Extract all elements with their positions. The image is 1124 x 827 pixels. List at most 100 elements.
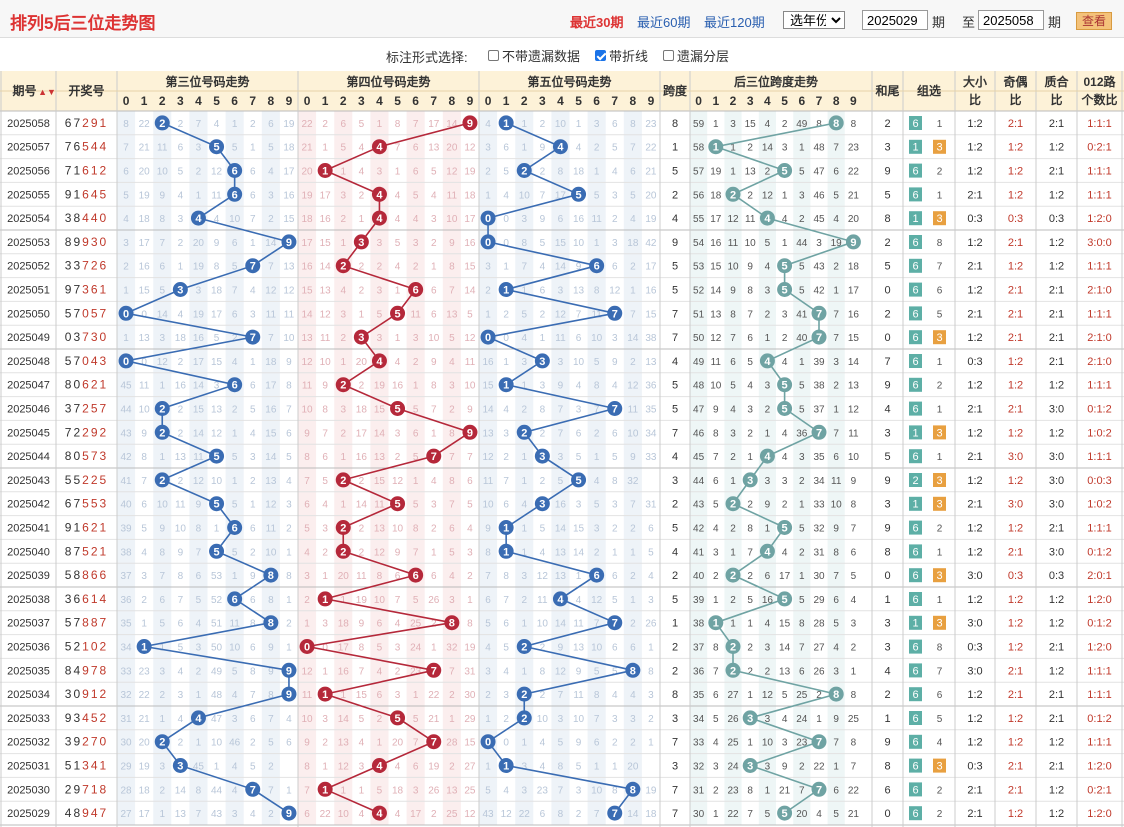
omission-value: 2 [431,809,437,820]
range-last-30-link[interactable]: 最近30期 [570,15,624,30]
sort-arrows-icon[interactable]: ▲▼ [38,87,56,97]
omission-value: 31 [693,785,705,796]
omission-value: 3 [340,309,346,320]
omission-value: 3 [612,714,618,725]
cell-shade [370,325,389,349]
cell-shade [724,253,742,278]
omission-value: 15 [645,309,657,320]
year-select[interactable]: 选年份 [783,11,845,29]
issue-header: 期号 [12,83,36,98]
issue-cell: 2025041 [7,523,50,535]
omission-value: 49 [211,666,223,677]
query-button[interactable]: 查看 [1076,12,1112,30]
omission-value: 12 [627,381,639,392]
omission-value: 7 [413,738,419,749]
omission-value: 11 [745,214,756,225]
cell-shade [406,468,425,492]
cell-shade [117,396,136,421]
omission-value: 7 [747,309,753,320]
range-last-60-link[interactable]: 最近60期 [637,15,691,30]
cell-shade [793,491,811,516]
omission-value: 6 [123,167,129,178]
road-ratio: 2:0:1 [1087,570,1111,582]
pos4-ball-number: 1 [322,784,328,796]
digit-header: 1 [503,94,510,108]
omission-value: 5 [340,143,346,154]
group-omission: 7 [937,262,943,273]
omission-value: 7 [159,238,165,249]
with-line-option[interactable]: 带折线 [595,46,648,65]
omission-value: 7 [141,476,147,487]
omission-value: 8 [851,119,857,130]
pos5-ball-number: 1 [503,285,509,297]
draw-header: 开奖号 [68,83,104,98]
with-line-checkbox[interactable] [595,50,606,61]
omission-value: 1 [359,785,365,796]
digit-header: 4 [376,94,383,108]
omission-value: 10 [175,524,187,535]
sum-tail-cell: 3 [884,142,890,154]
omission-value: 12 [392,476,404,487]
omission-value: 4 [413,214,419,225]
span-ball-number: 5 [782,261,788,273]
cell-shade [298,182,317,207]
omission-value: 37 [813,405,825,416]
omission-value: 6 [540,286,546,297]
cell-shade [442,182,461,207]
omission-value: 14 [779,643,791,654]
omission-value: 50 [693,333,705,344]
omission-value: 1 [594,452,600,463]
cell-shade [261,253,280,278]
digit-header: 9 [286,94,293,108]
road-ratio: 1:1:1 [1087,118,1111,130]
omission-value: 4 [395,809,401,820]
to-issue-input[interactable] [978,10,1044,30]
cell-shade [758,420,776,445]
no-omission-checkbox[interactable] [488,50,499,61]
cell-shade [479,134,498,159]
cell-shade [334,277,353,302]
digit-header: 3 [177,94,184,108]
big-small-ratio: 1:2 [967,546,982,558]
omission-value: 20 [848,214,860,225]
no-omission-option[interactable]: 不带遗漏数据 [488,46,580,65]
omission-value: 1 [503,357,509,368]
omission-value: 6 [467,476,473,487]
omission-value: 6 [159,262,165,273]
omission-value: 10 [211,476,223,487]
draw-number-cell: 57057 [65,306,108,320]
omission-layer-option[interactable]: 遗漏分层 [663,46,729,65]
omission-value: 8 [286,571,292,582]
omission-value: 2 [178,238,184,249]
issue-cell: 2025047 [7,380,50,392]
big-small-ratio: 0:3 [967,642,982,654]
omission-value: 9 [630,452,636,463]
cell-shade [587,372,606,397]
issue-cell: 2025037 [7,618,50,630]
omission-value: 5 [413,500,419,511]
cell-shade [587,349,606,373]
range-last-120-link[interactable]: 最近120期 [704,15,765,30]
digit-header: 8 [449,94,456,108]
omission-value: 5 [268,738,274,749]
omission-value: 8 [747,524,753,535]
omission-value: 8 [123,119,129,130]
omission-value: 6 [485,595,491,606]
omission-value: 3 [377,238,383,249]
from-issue-input[interactable] [862,10,928,30]
cell-shade [479,253,498,278]
cell-shade [724,230,742,254]
cell-shade [479,349,498,373]
omission-value: 8 [196,785,202,796]
cell-shade [406,182,425,207]
cell-shade [479,277,498,302]
omission-value: 14 [762,143,774,154]
cell-shade [334,444,353,468]
omission-value: 3 [159,333,165,344]
cell-shade [690,253,708,278]
omission-layer-checkbox[interactable] [663,50,674,61]
omission-value: 3 [340,190,346,201]
cell-shade [587,420,606,445]
span-ball-number: 3 [747,761,753,773]
cell-shade [442,491,461,516]
